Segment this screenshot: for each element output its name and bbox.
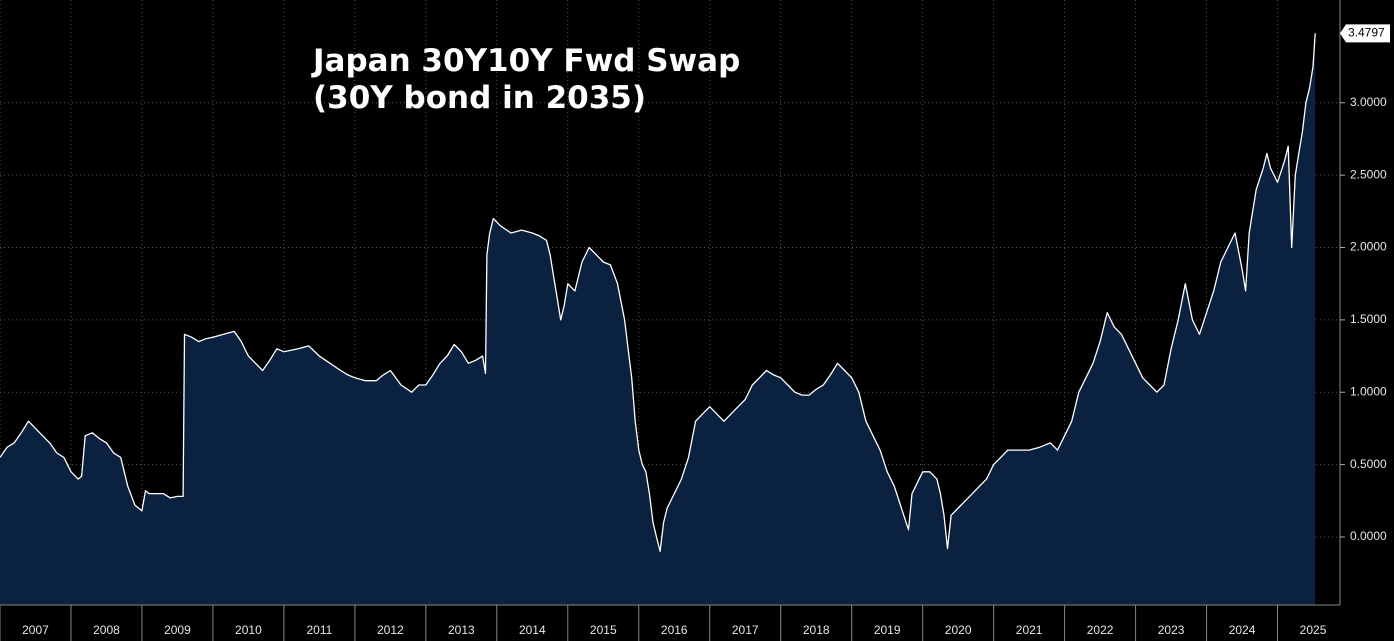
area-fill: [0, 33, 1316, 606]
x-tick-label: 2009: [164, 623, 191, 637]
x-tick-label: 2007: [22, 623, 49, 637]
y-tick-label: 1.5000: [1350, 312, 1387, 326]
chart-subtitle: (30Y bond in 2035): [313, 80, 646, 116]
x-tick-label: 2020: [945, 623, 972, 637]
y-tick-label: 2.0000: [1350, 240, 1387, 254]
last-value-box: [1340, 24, 1390, 43]
x-tick-label: 2019: [874, 623, 901, 637]
y-tick-label: 2.5000: [1350, 167, 1387, 181]
last-value-label: 3.4797: [1348, 26, 1385, 40]
x-tick-label: 2011: [306, 623, 332, 637]
line: [0, 33, 1316, 553]
x-tick-label: 2021: [1016, 623, 1043, 637]
x-tick-label: 2018: [803, 623, 830, 637]
x-tick-label: 2024: [1229, 623, 1256, 637]
x-tick-label: 2012: [377, 623, 404, 637]
y-tick-label: 1.0000: [1350, 384, 1387, 398]
x-tick-label: 2023: [1158, 623, 1185, 637]
x-tick-label: 2016: [661, 623, 688, 637]
x-tick-label: 2014: [519, 623, 546, 637]
x-tick-label: 2022: [1087, 623, 1114, 637]
chart-title: Japan 30Y10Y Fwd Swap: [311, 43, 740, 79]
x-tick-label: 2025: [1300, 623, 1327, 637]
x-tick-label: 2010: [235, 623, 262, 637]
x-tick-label: 2015: [590, 623, 617, 637]
x-tick-label: 2017: [732, 623, 759, 637]
y-tick-label: 0.5000: [1350, 457, 1387, 471]
y-tick-label: 3.0000: [1350, 95, 1387, 109]
y-tick-label: 0.0000: [1350, 529, 1387, 543]
x-tick-label: 2013: [448, 623, 475, 637]
x-tick-label: 2008: [93, 623, 120, 637]
